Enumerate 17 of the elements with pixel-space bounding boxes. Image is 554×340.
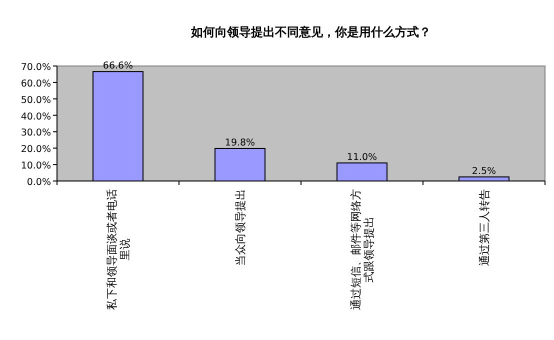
- y-tick-label: 60.0%: [20, 78, 51, 90]
- chart-title: 如何向领导提出不同意见，你是用什么方式？: [190, 25, 431, 39]
- y-tick-label: 10.0%: [20, 160, 51, 172]
- y-tick-label: 40.0%: [20, 111, 51, 122]
- x-tick-label: 通过短信、邮件等网络方式跟领导提出: [349, 189, 376, 310]
- y-tick-label: 70.0%: [20, 62, 51, 73]
- data-label: 66.6%: [102, 60, 134, 72]
- data-label: 11.0%: [346, 152, 378, 163]
- y-tick-label: 0.0%: [26, 177, 51, 188]
- x-tick-label: 当众向领导提出: [234, 189, 247, 266]
- data-label: 19.8%: [224, 137, 256, 148]
- data-label: 2.5%: [472, 166, 496, 177]
- y-tick-label: 30.0%: [20, 128, 51, 139]
- x-tick-label: 通过第三人转告: [478, 189, 491, 266]
- x-tick-label: 私下和领导面谈或者电话里说: [105, 189, 132, 310]
- y-tick-label: 50.0%: [20, 94, 51, 106]
- y-tick-label: 20.0%: [20, 144, 51, 156]
